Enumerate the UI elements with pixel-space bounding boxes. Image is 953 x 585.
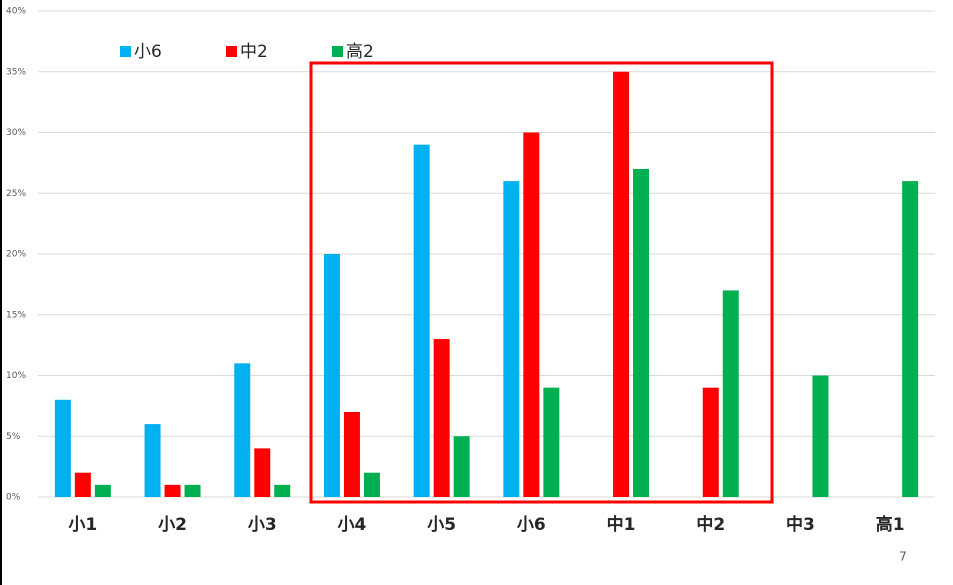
bar [144,424,161,497]
y-tick-label: 5% [6,432,21,442]
legend-swatch [120,46,131,57]
x-tick-label: 中2 [696,514,725,535]
x-tick-label: 小1 [68,515,97,535]
x-tick-label: 中3 [786,514,815,535]
bar [812,375,829,497]
bar [323,254,340,497]
slide-border [0,0,2,585]
x-tick-label: 高1 [876,514,905,535]
bar [164,484,181,497]
bar [274,484,291,497]
legend-label: 高2 [346,42,374,62]
y-tick-label: 40% [6,7,26,17]
legend-label: 小6 [134,42,162,62]
x-tick-label: 小4 [338,515,367,535]
bar [254,448,271,497]
bar [343,411,360,497]
legend-swatch [332,46,343,57]
x-tick-label: 小5 [427,515,456,535]
page-number: 7 [899,550,907,564]
y-tick-label: 20% [6,250,26,260]
y-tick-label: 30% [6,128,26,138]
x-tick-label: 中1 [607,514,636,535]
y-tick-label: 10% [6,371,26,381]
bar [453,436,470,497]
y-tick-label: 35% [6,67,26,77]
bar [613,71,630,497]
bar [633,168,650,497]
bar [54,399,71,497]
legend-label: 中2 [240,42,268,62]
bar [74,472,91,497]
bar [503,181,520,497]
bar [902,181,919,497]
bar [722,290,739,497]
bar [523,132,540,497]
legend-swatch [226,46,237,57]
x-tick-label: 小6 [517,515,546,535]
x-tick-label: 小2 [158,515,187,535]
y-tick-label: 15% [6,310,26,320]
y-tick-label: 0% [6,493,21,503]
y-tick-label: 25% [6,189,26,199]
bar [94,484,111,497]
x-tick-label: 小3 [248,515,277,535]
bar [543,387,560,497]
bar [413,144,430,497]
bar [234,363,251,497]
bar [433,339,450,497]
highlight-box [309,61,774,504]
bar [184,484,201,497]
bar [702,387,719,497]
bar [363,472,380,497]
